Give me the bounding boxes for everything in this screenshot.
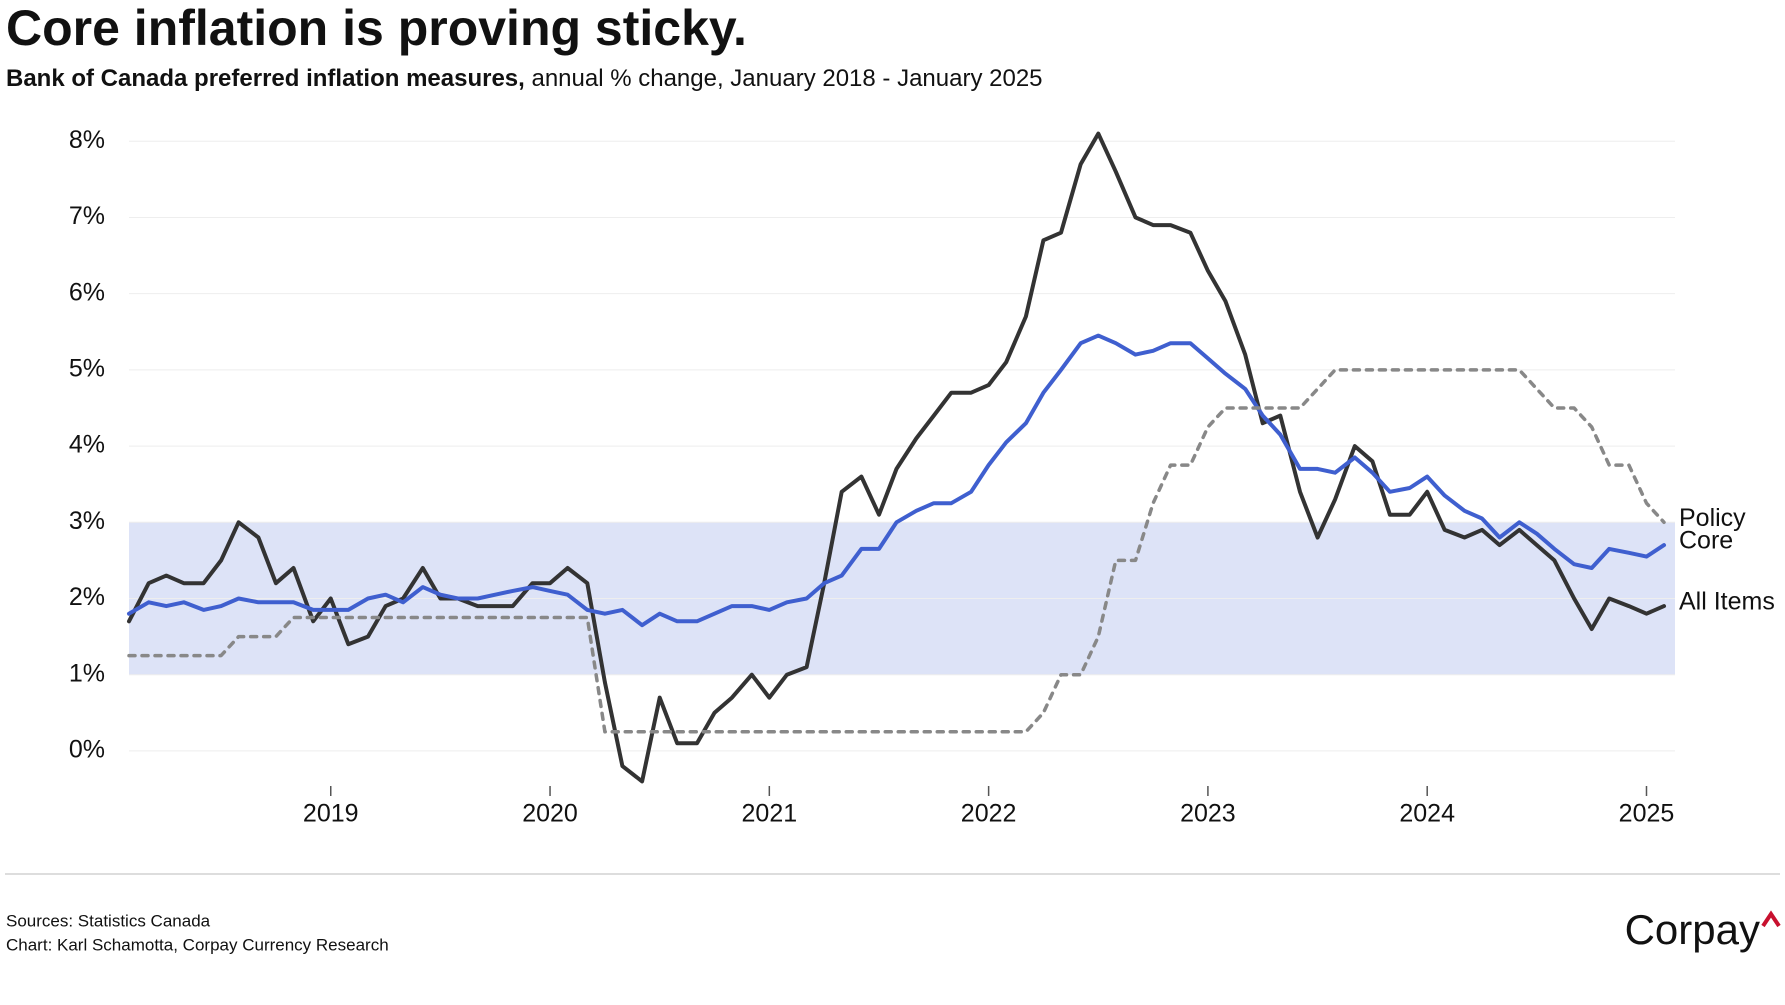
x-tick-label: 2025 — [1619, 800, 1675, 828]
x-tick-label: 2019 — [303, 800, 359, 828]
chart-title: Core inflation is proving sticky. — [6, 0, 747, 56]
subtitle-rest: annual % change, January 2018 - January … — [531, 65, 1042, 92]
y-tick-label: 8% — [69, 126, 105, 154]
credit: Chart: Karl Schamotta, Corpay Currency R… — [6, 935, 389, 954]
x-tick-label: 2021 — [742, 800, 798, 828]
y-tick-label: 6% — [69, 278, 105, 306]
x-tick-label: 2023 — [1180, 800, 1236, 828]
chart-subtitle: Bank of Canada preferred inflation measu… — [6, 65, 1043, 92]
y-tick-label: 1% — [69, 659, 105, 687]
logo-caret — [1761, 910, 1781, 928]
x-tick-label: 2020 — [522, 800, 578, 828]
legend-label: All Items — [1679, 588, 1775, 616]
x-tick-label: 2022 — [961, 800, 1017, 828]
y-tick-label: 7% — [69, 202, 105, 230]
y-tick-label: 2% — [69, 583, 105, 611]
subtitle-bold: Bank of Canada preferred inflation measu… — [6, 65, 525, 92]
legend-label: Core — [1679, 527, 1733, 555]
x-tick-label: 2024 — [1399, 800, 1455, 828]
series-line — [127, 368, 1666, 734]
sources: Sources: Statistics Canada — [6, 911, 211, 930]
y-tick-label: 5% — [69, 354, 105, 382]
series-line — [127, 333, 1666, 628]
y-tick-label: 0% — [69, 736, 105, 764]
legend-label: Policy — [1679, 504, 1746, 532]
y-tick-label: 4% — [69, 431, 105, 459]
logo: Corpay — [1625, 906, 1760, 953]
series-line — [127, 131, 1666, 784]
y-tick-label: 3% — [69, 507, 105, 535]
